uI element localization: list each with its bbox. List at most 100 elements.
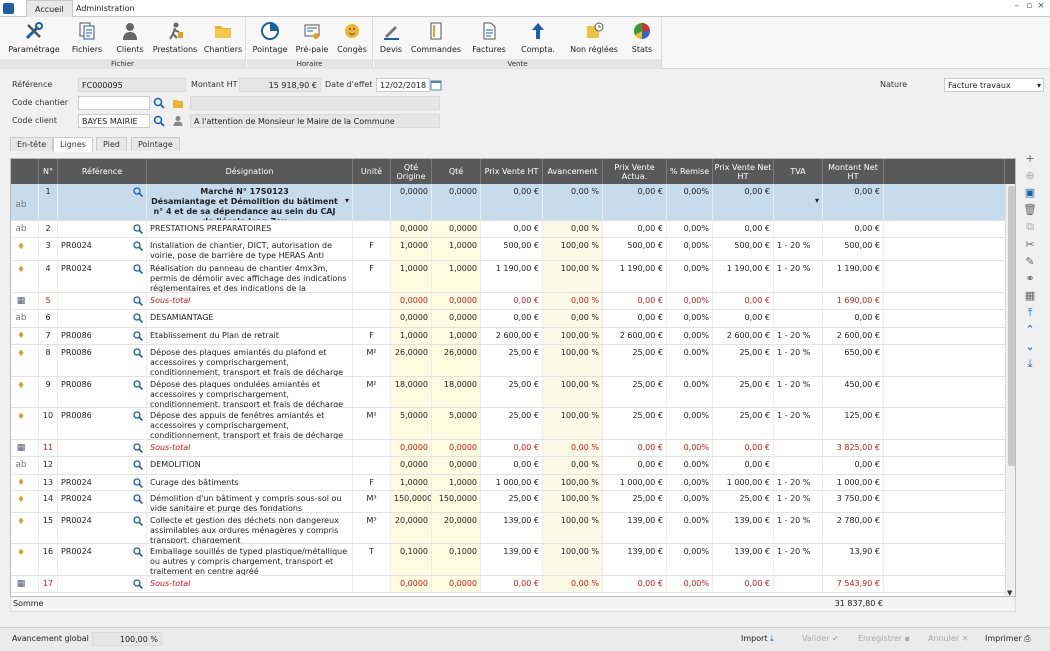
column-header-prix-vente-col[interactable]: Prix Vente HT bbox=[481, 159, 543, 184]
qte-col-cell[interactable]: 0,1000 bbox=[432, 544, 481, 575]
no-col-cell[interactable]: 5 bbox=[39, 293, 58, 309]
client-field[interactable]: BAYES MAIRIE bbox=[78, 114, 150, 128]
prix-net-col-cell[interactable]: 139,00 € bbox=[713, 513, 774, 543]
qte-origine-col-cell[interactable]: 0,0000 bbox=[391, 440, 432, 456]
prix-actua-col-cell[interactable]: 0,00 € bbox=[603, 184, 667, 220]
avancement-col-cell[interactable]: 100,00 % bbox=[543, 491, 603, 512]
search-icon[interactable] bbox=[133, 547, 143, 557]
prix-net-col-cell[interactable]: 0,00 € bbox=[713, 440, 774, 456]
tva-col-cell[interactable]: 1 - 20 % bbox=[774, 328, 823, 344]
ref-col-cell[interactable]: PR0086 bbox=[58, 328, 147, 344]
designation-col-cell[interactable]: Etablissement du Plan de retrait bbox=[147, 328, 353, 344]
prix-vente-col-cell[interactable]: 500,00 € bbox=[481, 238, 543, 260]
prix-vente-col-cell[interactable]: 139,00 € bbox=[481, 544, 543, 575]
prix-net-col-cell[interactable]: 25,00 € bbox=[713, 491, 774, 512]
search-icon[interactable] bbox=[153, 115, 165, 127]
remise-col-cell[interactable]: 0,00% bbox=[667, 576, 713, 592]
remise-col-cell[interactable]: 0,00% bbox=[667, 293, 713, 309]
qte-origine-col-cell[interactable]: 0,0000 bbox=[391, 293, 432, 309]
ref-col-cell[interactable] bbox=[58, 184, 147, 220]
vertical-scrollbar[interactable]: ▼ bbox=[1005, 184, 1015, 596]
unit-col-cell[interactable]: M³ bbox=[353, 491, 391, 512]
table-row[interactable]: ♦ 16 PR0024 Emballage souillés de typed pla… bbox=[11, 544, 1005, 576]
insert-block-icon[interactable]: ▣ bbox=[1024, 186, 1036, 199]
qte-col-cell[interactable]: 0,0000 bbox=[432, 440, 481, 456]
tab-pointage[interactable]: Pointage bbox=[131, 137, 180, 151]
ref-col-cell[interactable] bbox=[58, 310, 147, 327]
search-icon[interactable] bbox=[133, 411, 143, 421]
prix-net-col-cell[interactable]: 0,00 € bbox=[713, 184, 774, 220]
unit-col-cell[interactable] bbox=[353, 457, 391, 474]
avancement-col-cell[interactable]: 100,00 % bbox=[543, 377, 603, 407]
move-up-icon[interactable]: ⌃ bbox=[1025, 323, 1035, 336]
prix-actua-col-cell[interactable]: 0,00 € bbox=[603, 440, 667, 456]
ref-col-cell[interactable]: PR0024 bbox=[58, 475, 147, 490]
tva-col-cell[interactable]: 1 - 20 % bbox=[774, 261, 823, 292]
table-row[interactable]: ▦ 5 Sous-total 0,0000 0,0000 0,00 € 0,00 % 0,00… bbox=[11, 293, 1005, 310]
designation-col-cell[interactable]: Curage des bâtiments bbox=[147, 475, 353, 490]
designation-col-cell[interactable]: Réalisation du panneau de chantier 4mx3m… bbox=[147, 261, 353, 292]
table-row[interactable]: ♦ 14 PR0024 Démolition d'un bâtiment y comp… bbox=[11, 491, 1005, 513]
avancement-col-cell[interactable]: 0,00 % bbox=[543, 293, 603, 309]
qte-origine-col-cell[interactable]: 0,0000 bbox=[391, 576, 432, 592]
pointage-button[interactable]: Pointage bbox=[249, 19, 291, 57]
designation-col-cell[interactable]: Collecte et gestion des déchets non dang… bbox=[147, 513, 353, 543]
ref-col-cell[interactable]: PR0086 bbox=[58, 377, 147, 407]
avancement-col-cell[interactable]: 0,00 % bbox=[543, 440, 603, 456]
imprimer-button[interactable]: Imprimer ⎙ bbox=[985, 632, 1031, 646]
column-header-designation-col[interactable]: Désignation bbox=[147, 159, 353, 184]
remise-col-cell[interactable]: 0,00% bbox=[667, 221, 713, 237]
qte-col-cell[interactable]: 1,0000 bbox=[432, 238, 481, 260]
column-header-qte-origine-col[interactable]: Qté Origine bbox=[391, 159, 432, 184]
no-col-cell[interactable]: 10 bbox=[39, 408, 58, 439]
delete-icon[interactable]: 🗑 bbox=[1023, 203, 1037, 216]
montant-col-cell[interactable]: 1 000,00 € bbox=[823, 475, 884, 490]
prix-actua-col-cell[interactable]: 0,00 € bbox=[603, 457, 667, 474]
unit-col-cell[interactable]: M² bbox=[353, 377, 391, 407]
designation-col-cell[interactable]: Sous-total bbox=[147, 440, 353, 456]
avancement-col-cell[interactable]: 0,00 % bbox=[543, 576, 603, 592]
column-header-qte-col[interactable]: Qté bbox=[432, 159, 481, 184]
remise-col-cell[interactable]: 0,00% bbox=[667, 345, 713, 376]
chantier-field[interactable] bbox=[78, 96, 150, 110]
qte-col-cell[interactable]: 18,0000 bbox=[432, 377, 481, 407]
qte-col-cell[interactable]: 1,0000 bbox=[432, 261, 481, 292]
column-header-avancement-col[interactable]: Avancement bbox=[543, 159, 603, 184]
prix-net-col-cell[interactable]: 25,00 € bbox=[713, 377, 774, 407]
no-col-cell[interactable]: 17 bbox=[39, 576, 58, 592]
no-col-cell[interactable]: 7 bbox=[39, 328, 58, 344]
add-line-icon[interactable]: + bbox=[1025, 152, 1035, 165]
prix-actua-col-cell[interactable]: 500,00 € bbox=[603, 238, 667, 260]
minimize-icon[interactable]: – bbox=[1014, 1, 1020, 11]
tva-col-cell[interactable]: 1 - 20 % bbox=[774, 238, 823, 260]
remise-col-cell[interactable]: 0,00% bbox=[667, 475, 713, 490]
prix-vente-col-cell[interactable]: 25,00 € bbox=[481, 408, 543, 439]
designation-col-cell[interactable]: Démolition d'un bâtiment y compris sous-… bbox=[147, 491, 353, 512]
prix-vente-col-cell[interactable]: 0,00 € bbox=[481, 457, 543, 474]
commandes-button[interactable]: Commandes bbox=[408, 19, 464, 57]
tva-col-cell[interactable] bbox=[774, 440, 823, 456]
chevron-down-icon[interactable]: ▾ bbox=[344, 196, 349, 205]
no-col-cell[interactable]: 16 bbox=[39, 544, 58, 575]
designation-col-cell[interactable]: PRESTATIONS PREPARATOIRES bbox=[147, 221, 353, 237]
unit-col-cell[interactable] bbox=[353, 310, 391, 327]
designation-col-cell[interactable]: Dépose des plaques ondulées amiantés et … bbox=[147, 377, 353, 407]
no-col-cell[interactable]: 3 bbox=[39, 238, 58, 260]
column-header-tva-col[interactable]: TVA bbox=[774, 159, 823, 184]
prix-vente-col-cell[interactable]: 0,00 € bbox=[481, 221, 543, 237]
factures-button[interactable]: Factures bbox=[468, 19, 510, 57]
prix-net-col-cell[interactable]: 25,00 € bbox=[713, 345, 774, 376]
unit-col-cell[interactable]: T bbox=[353, 544, 391, 575]
avancement-col-cell[interactable]: 100,00 % bbox=[543, 408, 603, 439]
folder-icon[interactable] bbox=[172, 97, 184, 109]
remise-col-cell[interactable]: 0,00% bbox=[667, 377, 713, 407]
no-col-cell[interactable]: 14 bbox=[39, 491, 58, 512]
no-col-cell[interactable]: 13 bbox=[39, 475, 58, 490]
tva-col-cell[interactable]: 1 - 20 % bbox=[774, 513, 823, 543]
montant-col-cell[interactable]: 7 543,90 € bbox=[823, 576, 884, 592]
qte-origine-col-cell[interactable]: 0,0000 bbox=[391, 310, 432, 327]
avancement-col-cell[interactable]: 100,00 % bbox=[543, 544, 603, 575]
prix-actua-col-cell[interactable]: 1 000,00 € bbox=[603, 475, 667, 490]
ref-col-cell[interactable]: PR0024 bbox=[58, 491, 147, 512]
qte-origine-col-cell[interactable]: 1,0000 bbox=[391, 261, 432, 292]
